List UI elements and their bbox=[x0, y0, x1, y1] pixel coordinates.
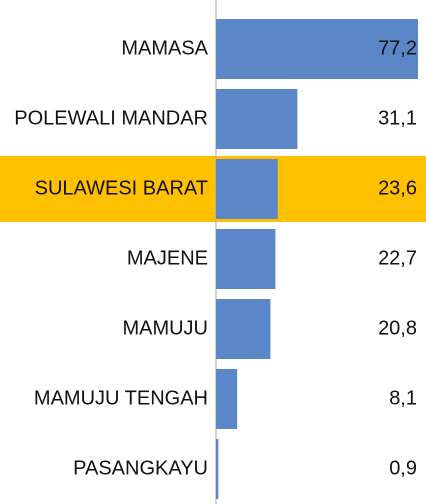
bar bbox=[216, 19, 418, 79]
highlight-band bbox=[0, 156, 426, 222]
bar bbox=[216, 229, 276, 289]
category-label: SULAWESI BARAT bbox=[35, 177, 208, 199]
category-label: POLEWALI MANDAR bbox=[14, 107, 208, 129]
bar bbox=[216, 439, 219, 499]
value-label: 22,7 bbox=[378, 247, 417, 269]
value-label: 31,1 bbox=[378, 107, 417, 129]
value-label: 77,2 bbox=[378, 37, 417, 59]
category-label: PASANGKAYU bbox=[73, 457, 208, 479]
value-label: 23,6 bbox=[378, 177, 417, 199]
category-label: MAMUJU bbox=[122, 317, 208, 339]
bar bbox=[216, 369, 238, 429]
category-label: MAMASA bbox=[121, 37, 208, 59]
category-label: MAJENE bbox=[127, 247, 208, 269]
value-label: 0,9 bbox=[389, 457, 417, 479]
value-label: 8,1 bbox=[389, 387, 417, 409]
bar bbox=[216, 159, 278, 219]
bar bbox=[216, 89, 298, 149]
bar bbox=[216, 299, 271, 359]
value-label: 20,8 bbox=[378, 317, 417, 339]
category-label: MAMUJU TENGAH bbox=[34, 387, 208, 409]
